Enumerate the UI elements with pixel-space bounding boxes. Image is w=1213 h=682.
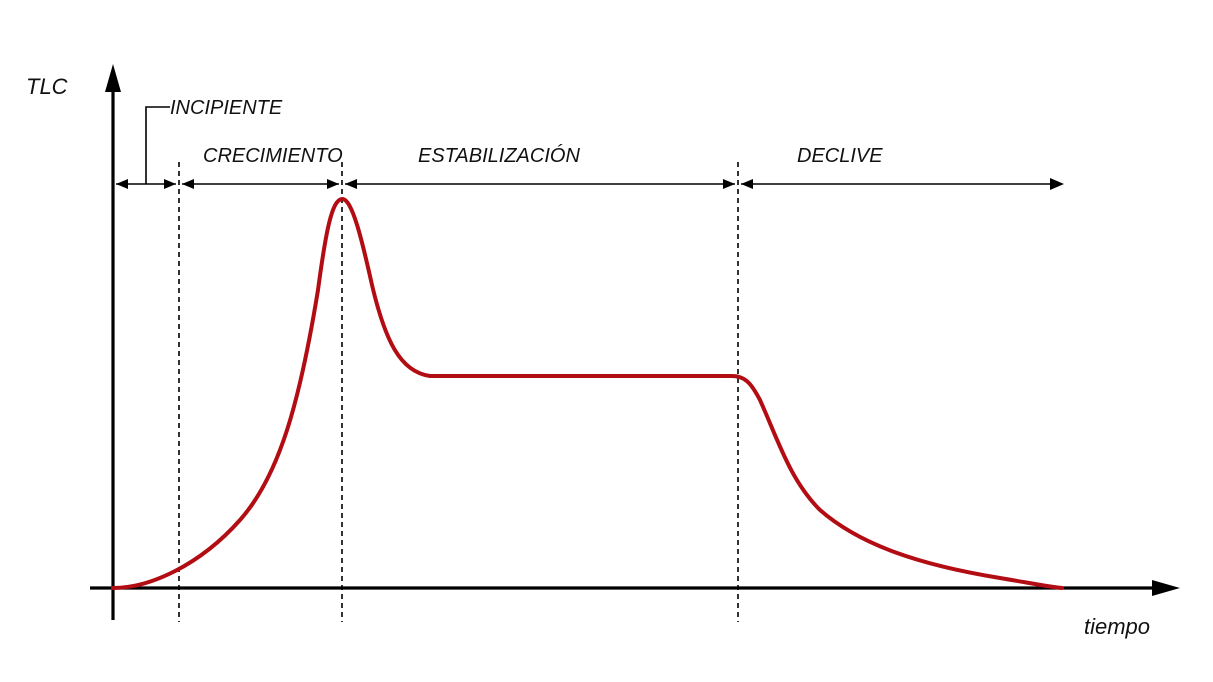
incipiente-leader [145, 106, 170, 184]
span-crecimiento [182, 179, 339, 189]
phase-label-declive: DECLIVE [797, 145, 883, 167]
span-estabilizacion [345, 179, 735, 189]
y-axis-arrowhead [105, 64, 121, 92]
y-axis-label: TLC [26, 74, 68, 99]
span-declive [741, 178, 1064, 190]
x-axis-arrowhead [1152, 580, 1180, 596]
phase-label-crecimiento: CRECIMIENTO [203, 145, 343, 167]
phase-label-incipiente: INCIPIENTE [170, 97, 283, 119]
tlc-curve [111, 197, 1064, 590]
x-axis-label: tiempo [1084, 614, 1150, 639]
phase-label-estabilizacion: ESTABILIZACIÓN [418, 144, 580, 167]
